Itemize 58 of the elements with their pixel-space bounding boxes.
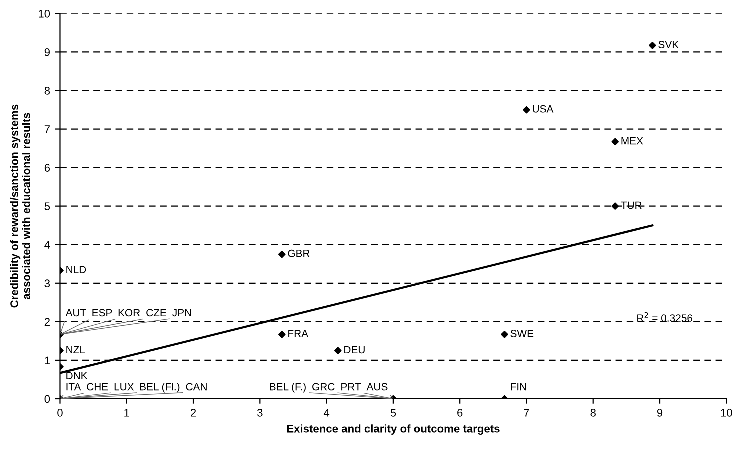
x-tick-label: 9 [657, 409, 663, 417]
annotation: CHE [87, 383, 108, 391]
point [649, 42, 656, 50]
y-tick-label: 9 [44, 48, 50, 56]
annotation: PRT [342, 383, 362, 391]
x-tick-label: 3 [257, 409, 263, 417]
y-tick-label: 8 [44, 87, 50, 95]
annotation: MEX [622, 138, 644, 145]
x-axis-title: Existence and clarity of outcome targets [287, 424, 500, 436]
x-tick-label: 7 [524, 409, 530, 417]
x-tick-label: 6 [458, 409, 463, 417]
point [501, 331, 508, 338]
annotation: SWE [510, 330, 534, 338]
annotation: KOR [118, 309, 140, 317]
y-tick-label: 6 [44, 164, 50, 172]
annotation: AUS [366, 383, 388, 391]
point [612, 202, 619, 210]
annotation: JPN [172, 309, 192, 317]
y-axis-title: Credibility of reward/sanction systems associated with educational results [10, 104, 30, 308]
y-tick-label: 7 [44, 126, 50, 134]
x-tick-label: 1 [124, 409, 130, 417]
x-tick-label: 5 [390, 409, 396, 417]
y-tick-label: 0 [44, 395, 50, 404]
annotation: AUT [66, 309, 86, 317]
point [334, 347, 342, 354]
annotation: FRA [288, 330, 309, 338]
point [612, 138, 619, 146]
annotation: USA [533, 105, 554, 113]
annotation: SVK [658, 41, 679, 48]
annotation: ITA [66, 383, 82, 391]
annotation: BEL (Fl.) [140, 383, 180, 393]
annotation: DEU [344, 346, 365, 354]
annotation: CZE [146, 309, 166, 317]
x-tick-label: 0 [58, 409, 63, 417]
annotation: CAN [186, 383, 207, 391]
y-tick-label: 5 [44, 202, 50, 210]
x-tick-label: 8 [590, 409, 596, 417]
y-tick-label: 3 [44, 280, 50, 288]
annotation: DNK [66, 372, 88, 380]
point [278, 250, 286, 258]
x-tick-label: 2 [190, 409, 196, 417]
annotation: ESP [92, 309, 112, 317]
y-tick-label: 1 [45, 356, 50, 364]
annotation: LUX [114, 383, 134, 391]
y-tick-label: 10 [39, 10, 50, 18]
y-tick-label: 2 [44, 318, 50, 326]
annotation: TUR [621, 202, 642, 210]
x-tick-label: 10 [721, 409, 732, 417]
x-tick-label: 4 [324, 409, 330, 417]
annotation: FIN [511, 383, 526, 391]
annotation: GBR [288, 250, 310, 258]
y-tick-label: 4 [44, 241, 50, 249]
annotation: GRC [312, 383, 335, 391]
annotation: NZL [66, 346, 86, 354]
point [278, 331, 286, 338]
point [523, 106, 530, 114]
annotation: NLD [66, 266, 86, 274]
annotation: BEL (F.) [270, 383, 306, 393]
